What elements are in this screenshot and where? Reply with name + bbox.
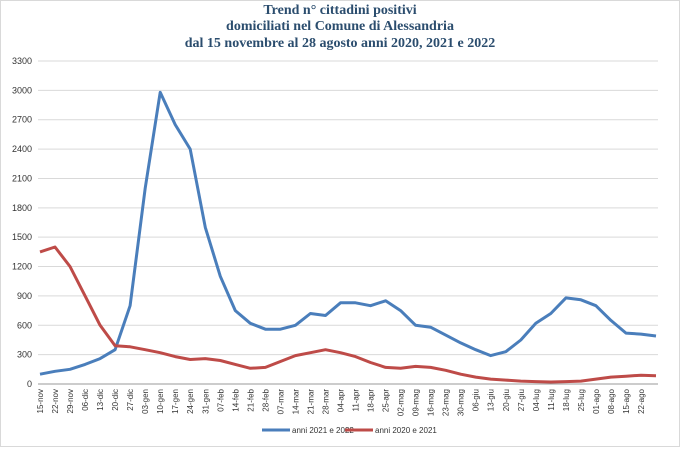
y-tick-label: 3000 xyxy=(12,85,32,95)
x-tick-label: 31-gen xyxy=(201,389,210,414)
x-tick-label: 16-mag xyxy=(427,389,436,416)
y-tick-label: 2700 xyxy=(12,115,32,125)
y-tick-label: 2100 xyxy=(12,173,32,183)
chart-title: domiciliati nel Comune di Alessandria xyxy=(226,19,454,34)
x-tick-label: 28-mar xyxy=(321,389,330,415)
x-tick-label: 11-apr xyxy=(352,389,361,412)
x-tick-label: 20-dic xyxy=(111,389,120,411)
legend-label: anni 2020 e 2021 xyxy=(375,426,437,435)
y-tick-label: 0 xyxy=(27,379,32,389)
y-tick-label: 900 xyxy=(17,291,32,301)
y-tick-label: 1200 xyxy=(12,262,32,272)
x-tick-label: 27-giu xyxy=(517,389,526,411)
x-tick-label: 07-mar xyxy=(276,389,285,415)
x-tick-label: 06-giu xyxy=(472,389,481,411)
x-tick-label: 03-gen xyxy=(141,389,150,414)
line-series xyxy=(39,245,657,384)
x-tick-label: 01-ago xyxy=(592,388,601,413)
x-tick-label: 21-mar xyxy=(306,389,315,415)
y-tick-label: 3300 xyxy=(12,56,32,66)
x-tick-label: 15-nov xyxy=(36,389,45,413)
x-tick-label: 14-mar xyxy=(291,389,300,415)
x-tick-label: 27-dic xyxy=(126,389,135,411)
y-tick-label: 300 xyxy=(17,350,32,360)
y-tick-label: 1500 xyxy=(12,232,32,242)
x-tick-label: 29-nov xyxy=(66,389,75,413)
y-tick-label: 1800 xyxy=(12,203,32,213)
x-tick-label: 15-ago xyxy=(622,388,631,413)
x-tick-label: 18-apr xyxy=(367,389,376,412)
x-tick-label: 13-dic xyxy=(96,389,105,411)
x-tick-label: 02-mag xyxy=(397,389,406,416)
x-tick-label: 11-lug xyxy=(547,389,556,411)
x-tick-label: 20-giu xyxy=(502,389,511,411)
x-tick-label: 14-feb xyxy=(231,388,240,411)
y-tick-label: 2400 xyxy=(12,144,32,154)
x-tick-label: 30-mag xyxy=(457,389,466,416)
x-tick-label: 25-lug xyxy=(577,389,586,411)
x-tick-label: 08-ago xyxy=(607,388,616,413)
x-tick-label: 18-lug xyxy=(562,389,571,411)
x-tick-label: 23-mag xyxy=(442,389,451,416)
x-tick-label: 24-gen xyxy=(186,389,195,414)
legend-label: anni 2021 e 2022 xyxy=(292,426,354,435)
chart-title: Trend n° cittadini positivi xyxy=(263,3,416,18)
x-tick-label: 17-gen xyxy=(171,389,180,414)
x-tick-label: 22-nov xyxy=(51,389,60,413)
x-tick-label: 21-feb xyxy=(246,388,255,411)
x-tick-label: 22-ago xyxy=(637,388,646,413)
x-tick-label: 10-gen xyxy=(156,389,165,414)
line-series xyxy=(39,90,657,376)
x-tick-label: 25-apr xyxy=(382,389,391,412)
x-tick-label: 07-feb xyxy=(216,388,225,411)
x-tick-label: 09-mag xyxy=(412,389,421,416)
y-tick-label: 600 xyxy=(17,320,32,330)
x-tick-label: 06-dic xyxy=(81,389,90,411)
x-tick-label: 13-giu xyxy=(487,389,496,411)
x-tick-label: 04-apr xyxy=(336,389,345,412)
x-tick-label: 04-lug xyxy=(532,389,541,411)
chart-title: dal 15 novembre al 28 agosto anni 2020, … xyxy=(185,36,495,51)
x-tick-label: 28-feb xyxy=(261,388,270,411)
